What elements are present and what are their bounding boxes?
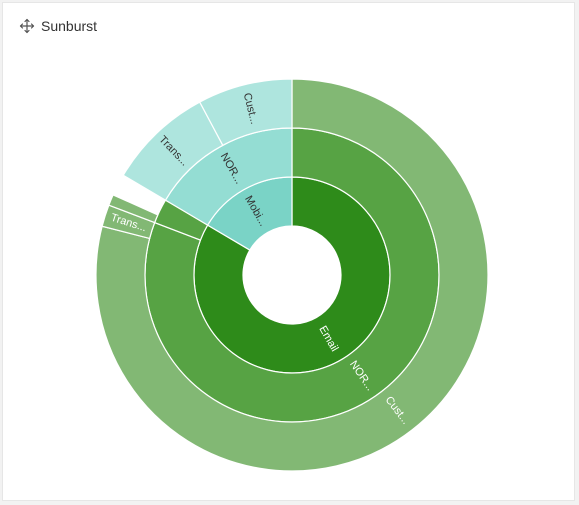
move-icon[interactable] [19, 18, 35, 34]
segment-cust_email[interactable] [95, 78, 489, 472]
segment-cust_mobi[interactable] [198, 78, 293, 147]
move-icon-glyph [19, 18, 35, 34]
widget-title: Sunburst [41, 18, 98, 34]
panel-header: Sunburst [19, 18, 97, 34]
sunburst-segments [95, 78, 489, 472]
segment-thin2_email[interactable] [108, 194, 159, 224]
